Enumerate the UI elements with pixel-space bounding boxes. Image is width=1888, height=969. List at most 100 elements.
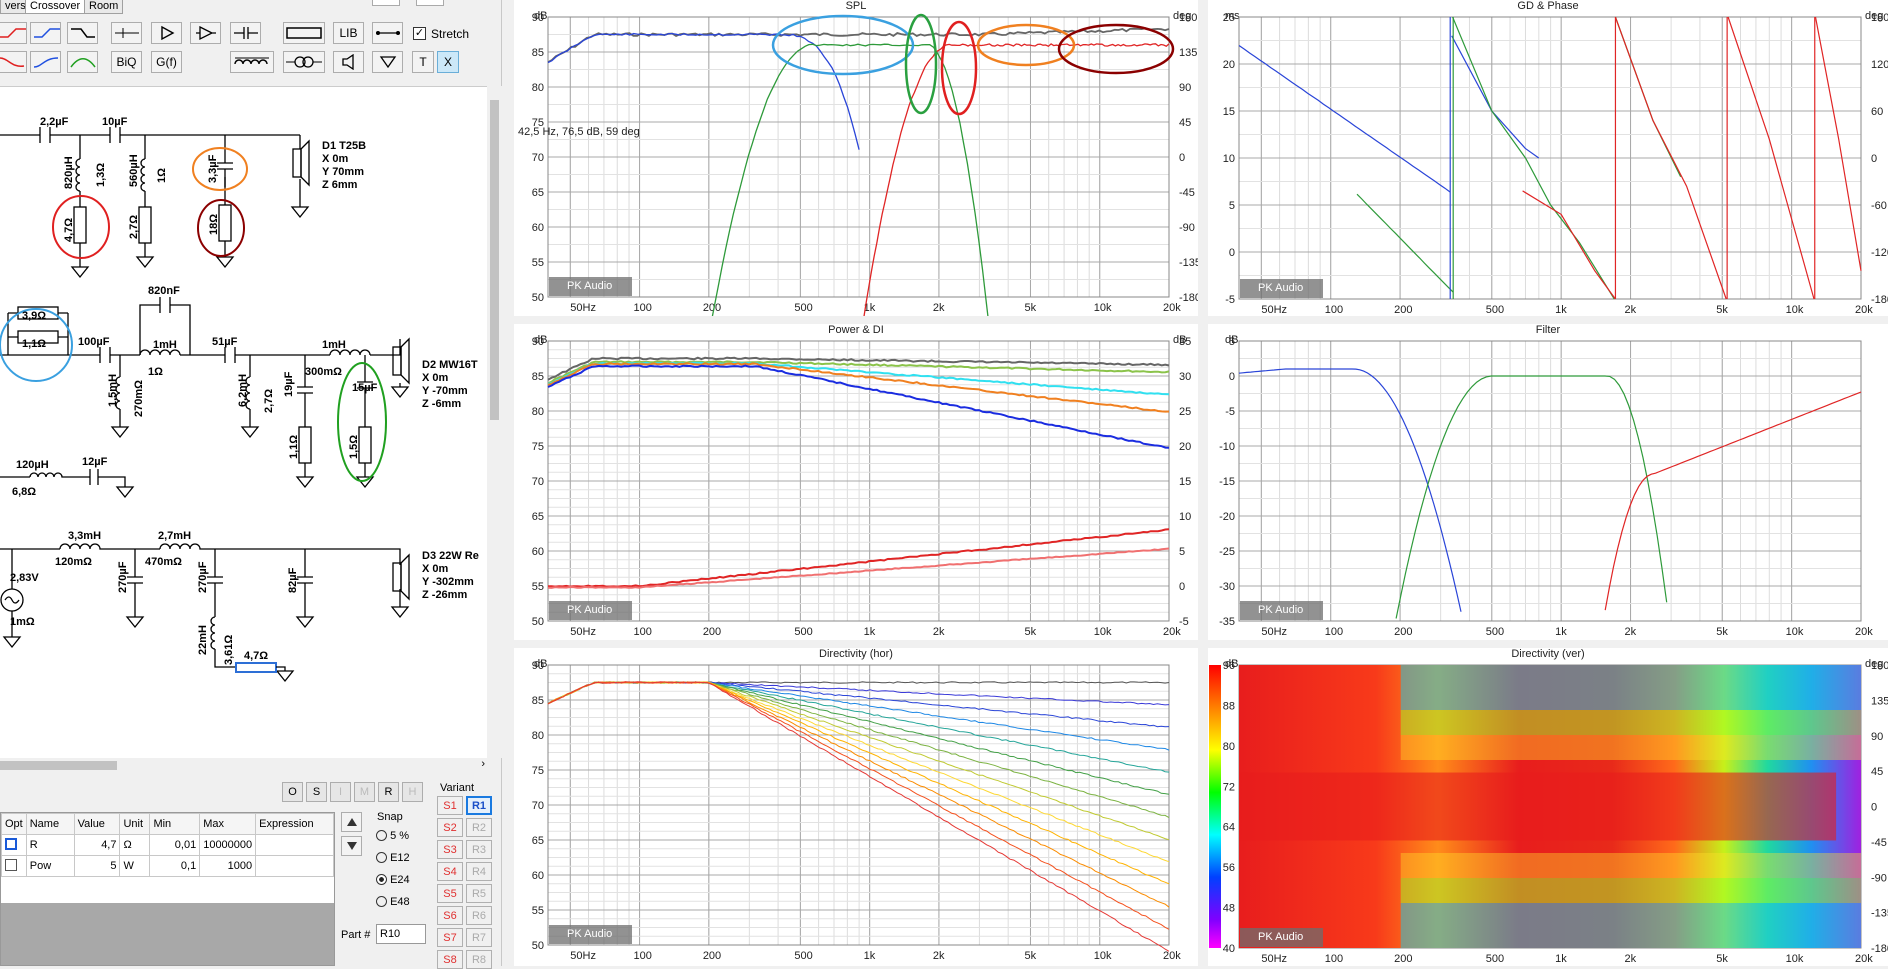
pk-audio-watermark: PK Audio	[1240, 279, 1323, 298]
variant-s2[interactable]: S2	[437, 818, 463, 837]
table-row[interactable]: R 4,7 Ω 0,01 10000000	[1, 834, 334, 856]
mid-phase-curve	[1452, 16, 1615, 300]
highpass-2nd-button[interactable]	[0, 51, 27, 73]
plot-area[interactable]: 50Hz 100 200 500 1k 2k 5k 10k 20k908580757065605…	[514, 648, 1198, 966]
directivity-hor-panel[interactable]: Directivity (hor) 50Hz 100 200 500 1k 2k 5k 10k…	[514, 648, 1198, 966]
schematic-canvas[interactable]: 2,2µF 10µF 820µH 1,3Ω 560µH 1Ω 4,7Ω 2,7Ω…	[0, 86, 487, 758]
i-button[interactable]: I	[330, 782, 351, 802]
cell-value[interactable]: 4,7	[73, 834, 121, 856]
power-di-panel[interactable]: Power & DI 50Hz 100 200 500 1k 2k 5k 10k 20k 90 85…	[514, 324, 1198, 640]
plot-area[interactable]: 50Hz 100 200 500 1k 2k 5k 10k 20k 96 88 80 72 64 56 48 4…	[1208, 648, 1888, 966]
part-number-input[interactable]: R10	[376, 924, 426, 944]
snap-option-e24[interactable]: E24	[376, 874, 410, 886]
play-icon[interactable]	[151, 22, 182, 44]
cell-min[interactable]: 0,01	[149, 834, 201, 856]
text-tool-button[interactable]: T	[412, 51, 434, 73]
vertical-scrollbar[interactable]	[487, 86, 502, 758]
delete-tool-button[interactable]: X	[437, 51, 459, 73]
highpass-filter-button[interactable]	[111, 22, 142, 44]
o-button[interactable]: O	[282, 782, 303, 802]
move-down-button[interactable]	[341, 836, 362, 856]
y2-tick-label: 0	[1179, 152, 1185, 164]
cell-expression[interactable]	[255, 855, 334, 877]
biquad-button[interactable]: BiQ	[111, 51, 142, 73]
plot-area[interactable]: 50Hz 100 200 500 1k 2k 5k 10k 20k908580757065605…	[514, 0, 1198, 316]
window-control-button[interactable]	[416, 0, 444, 6]
stretch-checkbox[interactable]: ✓	[413, 27, 426, 40]
cell-max[interactable]: 10000000	[199, 834, 257, 856]
plot-area[interactable]: 50Hz 100 200 500 1k 2k 5k 10k 20k 5 0 -5 -10 -15 -20 -2…	[1208, 324, 1888, 640]
y2-tick-label: 45	[1179, 117, 1191, 129]
variant-s4[interactable]: S4	[437, 862, 463, 881]
cell-value[interactable]: 5	[73, 855, 121, 877]
variant-r2[interactable]: R2	[466, 818, 492, 837]
resistor-icon[interactable]	[283, 22, 325, 44]
snap-option-5pct[interactable]: 5 %	[376, 830, 409, 842]
schem-label: Z -6mm	[422, 398, 461, 410]
schem-label: 51µF	[212, 336, 238, 348]
snap-option-e12[interactable]: E12	[376, 852, 410, 864]
variant-s3[interactable]: S3	[437, 840, 463, 859]
variant-r3[interactable]: R3	[466, 840, 492, 859]
move-up-button[interactable]	[341, 812, 362, 832]
variant-r5[interactable]: R5	[466, 884, 492, 903]
variant-s6[interactable]: S6	[437, 906, 463, 925]
table-row[interactable]: Pow 5 W 0,1 1000	[1, 855, 334, 877]
plot-area[interactable]: 50Hz 100 200 500 1k 2k 5k 10k 20k 25 20 15 10 5 0 -5 180…	[1208, 0, 1888, 316]
x-tick-label: 1k	[864, 302, 876, 314]
spl-panel[interactable]: SPL 50Hz 100 200 500 1k 2k 5k 10k 20k 90 85 80 75 70 6…	[514, 0, 1198, 316]
x-tick-label: 2k	[1625, 626, 1637, 638]
variant-s7[interactable]: S7	[437, 928, 463, 947]
lowpass-2nd-button[interactable]	[30, 51, 61, 73]
cell-expression[interactable]	[255, 834, 334, 856]
schem-label: 82µF	[287, 567, 299, 593]
x-tick-label: 50Hz	[570, 302, 596, 314]
tab-drivers[interactable]: vers	[0, 0, 31, 14]
gd-phase-panel[interactable]: GD & Phase 50Hz 100 200 500 1k 2k 5k 10k 20k 25 20…	[1208, 0, 1888, 316]
m-button[interactable]: M	[354, 782, 375, 802]
variant-s1[interactable]: S1	[437, 796, 463, 815]
bandpass-button[interactable]	[67, 51, 98, 73]
transfer-function-button[interactable]: G(f)	[151, 51, 182, 73]
s-button[interactable]: S	[306, 782, 327, 802]
snap-option-e48[interactable]: E48	[376, 896, 410, 908]
speaker-icon[interactable]	[333, 51, 364, 73]
directivity-ver-panel[interactable]: Directivity (ver) 50Hz 100 200 500 1k 2k 5k 10k…	[1208, 648, 1888, 966]
x-tick-label: 5k	[1024, 626, 1036, 638]
highpass-1st-button[interactable]	[0, 22, 27, 44]
plot-area[interactable]: 50Hz 100 200 500 1k 2k 5k 10k 20k908580757065605…	[514, 324, 1198, 640]
y2-tick-label: 30	[1179, 371, 1191, 383]
cell-max[interactable]: 1000	[199, 855, 257, 877]
r-button[interactable]: R	[378, 782, 399, 802]
variant-s8[interactable]: S8	[437, 950, 463, 969]
y-tick-label: 70	[532, 476, 544, 488]
inductor-icon[interactable]	[230, 51, 274, 73]
filter-panel[interactable]: Filter 50Hz 100 200 500 1k 2k 5k 10k 20k 5 0 -5 -10 -…	[1208, 324, 1888, 640]
col-header: Value	[73, 813, 121, 835]
variant-s5[interactable]: S5	[437, 884, 463, 903]
window-control-button[interactable]	[372, 0, 400, 6]
horizontal-scrollbar[interactable]: ›	[0, 758, 487, 772]
variant-r8[interactable]: R8	[466, 950, 492, 969]
lowpass-1st-button[interactable]	[30, 22, 61, 44]
opt-checkbox[interactable]	[5, 837, 17, 850]
allpass-button[interactable]	[67, 22, 98, 44]
lowpass-filter-curve	[1238, 368, 1462, 612]
variant-r6[interactable]: R6	[466, 906, 492, 925]
wire-icon[interactable]	[372, 22, 403, 44]
variant-r7[interactable]: R7	[466, 928, 492, 947]
parameter-grid[interactable]: Opt Name Value Unit Min Max Expression R…	[0, 812, 335, 966]
opt-checkbox[interactable]	[5, 858, 17, 871]
tab-room[interactable]: Room	[84, 0, 124, 14]
transformer-icon[interactable]	[283, 51, 325, 73]
ground-icon[interactable]	[372, 51, 403, 73]
variant-r4[interactable]: R4	[466, 862, 492, 881]
variant-r1[interactable]: R1	[466, 796, 492, 815]
amplifier-icon[interactable]	[190, 22, 221, 44]
tab-crossover[interactable]: Crossover	[25, 0, 86, 14]
capacitor-icon[interactable]	[230, 22, 261, 44]
h-button[interactable]: H	[402, 782, 423, 802]
schem-label: 2,7Ω	[128, 215, 140, 239]
lib-button[interactable]: LIB	[333, 22, 364, 44]
cell-min[interactable]: 0,1	[149, 855, 201, 877]
